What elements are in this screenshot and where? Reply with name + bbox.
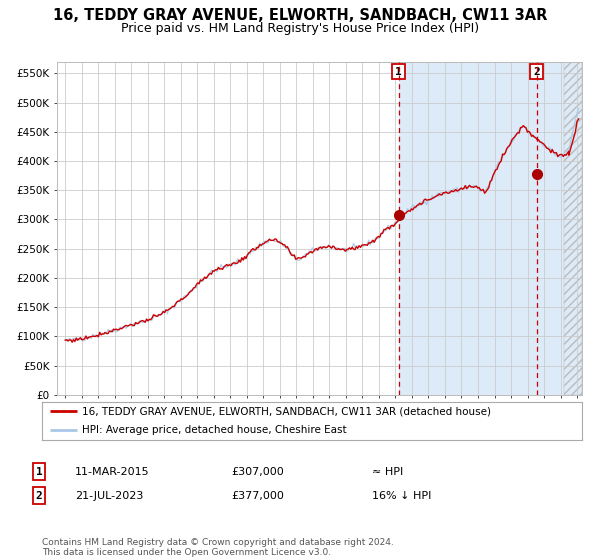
Bar xyxy=(564,62,582,395)
Text: 2: 2 xyxy=(533,67,540,77)
Text: £307,000: £307,000 xyxy=(231,466,284,477)
Text: 11-MAR-2015: 11-MAR-2015 xyxy=(75,466,149,477)
Text: 16, TEDDY GRAY AVENUE, ELWORTH, SANDBACH, CW11 3AR (detached house): 16, TEDDY GRAY AVENUE, ELWORTH, SANDBACH… xyxy=(83,407,491,417)
Text: HPI: Average price, detached house, Cheshire East: HPI: Average price, detached house, Ches… xyxy=(83,424,347,435)
Text: 2: 2 xyxy=(35,491,43,501)
Text: Contains HM Land Registry data © Crown copyright and database right 2024.
This d: Contains HM Land Registry data © Crown c… xyxy=(42,538,394,557)
Bar xyxy=(398,62,582,395)
Text: Price paid vs. HM Land Registry's House Price Index (HPI): Price paid vs. HM Land Registry's House … xyxy=(121,22,479,35)
Text: £377,000: £377,000 xyxy=(231,491,284,501)
Text: 16% ↓ HPI: 16% ↓ HPI xyxy=(372,491,431,501)
Text: 21-JUL-2023: 21-JUL-2023 xyxy=(75,491,143,501)
Text: 16, TEDDY GRAY AVENUE, ELWORTH, SANDBACH, CW11 3AR: 16, TEDDY GRAY AVENUE, ELWORTH, SANDBACH… xyxy=(53,8,547,24)
Text: 1: 1 xyxy=(395,67,402,77)
Text: ≈ HPI: ≈ HPI xyxy=(372,466,403,477)
Text: 1: 1 xyxy=(35,466,43,477)
